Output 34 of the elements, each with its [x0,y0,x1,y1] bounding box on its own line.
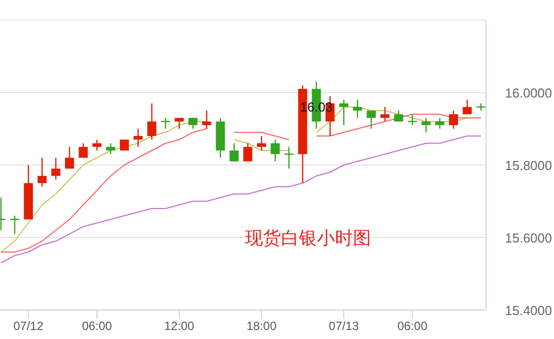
candlestick [230,142,239,162]
candlestick [202,110,212,130]
line-series [0,136,482,264]
candlestick [352,99,362,118]
y-tick-label: 15.8000 [505,158,552,173]
annotation: 16.03 [300,100,333,115]
candlestick [435,117,444,130]
annotation: 现货白银小时图 [245,228,372,248]
candlestick [380,106,390,122]
x-tick-label: 12:00 [164,319,195,333]
candlestick [256,135,266,152]
candlestick [339,99,348,126]
x-tick-label: 07/13 [328,319,360,333]
candlestick [448,110,458,130]
x-tick-label: 18:00 [246,319,277,333]
candlestick [65,146,74,170]
candlestick [134,128,143,148]
candlestick [51,157,60,180]
candlestick [422,117,431,133]
candlestick [78,142,88,158]
x-tick-label: 06:00 [397,319,428,333]
y-tick-label: 15.6000 [505,230,552,246]
x-tick-label: 06:00 [82,319,112,333]
x-tick-label: 07/12 [13,319,44,333]
candlestick [462,99,472,115]
candlestick [366,110,376,130]
candlestick [38,157,47,188]
candlestick [147,102,156,140]
candlestick [270,139,280,162]
y-tick-label: 15.4000 [505,303,552,318]
candlestick [92,139,102,152]
candlestick [243,142,252,162]
candlestick [106,142,116,155]
y-tick-label: 16.0000 [505,86,552,100]
